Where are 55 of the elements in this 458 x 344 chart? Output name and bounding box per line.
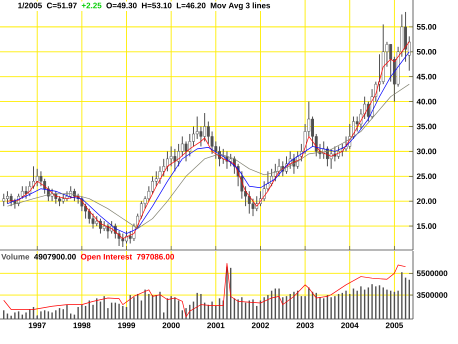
annotation: C=51.97 — [46, 2, 77, 8]
annotation: +2.25 — [82, 2, 102, 8]
y-tick-label: 50.00 — [416, 48, 436, 55]
y-tick-label: 40.00 — [416, 98, 436, 104]
x-tick-label: 2001 — [207, 322, 224, 328]
candlestick — [2, 193, 6, 207]
candlestick — [262, 180, 266, 202]
candlestick — [125, 230, 128, 244]
x-tick-label: 2000 — [162, 322, 180, 328]
annotation: L=46.20 — [176, 2, 206, 8]
candlestick — [6, 190, 9, 204]
x-tick-label: 2002 — [252, 322, 270, 328]
x-tick-label: 1998 — [73, 322, 91, 328]
y-tick-label: 5500000 — [416, 270, 448, 276]
y-tick-label: 3500000 — [416, 292, 448, 298]
y-tick-label: 55.00 — [416, 24, 436, 30]
x-tick-label: 2004 — [341, 322, 359, 328]
x-tick-label: 2005 — [386, 322, 404, 328]
candlestick — [69, 186, 72, 200]
candlestick — [173, 148, 176, 172]
candlestick — [24, 186, 28, 200]
x-tick-label: 1999 — [118, 322, 136, 328]
y-tick-label: 30.00 — [416, 148, 436, 154]
candlestick — [404, 11, 408, 62]
candlestick — [184, 140, 188, 162]
candlestick — [330, 148, 333, 170]
annotation: Mov Avg 3 lines — [210, 2, 270, 10]
x-tick-label: 2003 — [296, 322, 314, 328]
line-series — [7, 84, 410, 229]
chart-title: 1/2005 — [18, 2, 42, 8]
y-tick-label: 35.00 — [416, 124, 436, 130]
y-tick-label: 20.00 — [416, 198, 436, 204]
candlestick — [337, 146, 340, 160]
x-tick-label: 1997 — [28, 322, 46, 328]
annotation: O=49.30 — [106, 2, 137, 8]
candlestick — [248, 190, 251, 214]
candlestick — [10, 193, 13, 207]
candlestick — [199, 126, 202, 147]
candlestick — [102, 220, 106, 232]
candlestick — [36, 168, 39, 187]
candlestick — [88, 208, 91, 224]
y-tick-label: 25.00 — [416, 173, 436, 180]
y-tick-label: 45.00 — [416, 74, 436, 80]
candlestick — [389, 44, 392, 82]
line-series — [3, 263, 406, 318]
candlestick — [166, 150, 169, 172]
candlestick — [121, 233, 124, 248]
annotation: H=53.10 — [142, 2, 172, 8]
text: Volume — [1, 254, 30, 260]
candlestick — [58, 196, 61, 207]
y-tick-label: 15.00 — [417, 223, 436, 229]
candlestick — [229, 153, 232, 167]
candlestick — [99, 218, 102, 234]
candlestick — [62, 193, 65, 204]
candlestick — [95, 216, 98, 227]
